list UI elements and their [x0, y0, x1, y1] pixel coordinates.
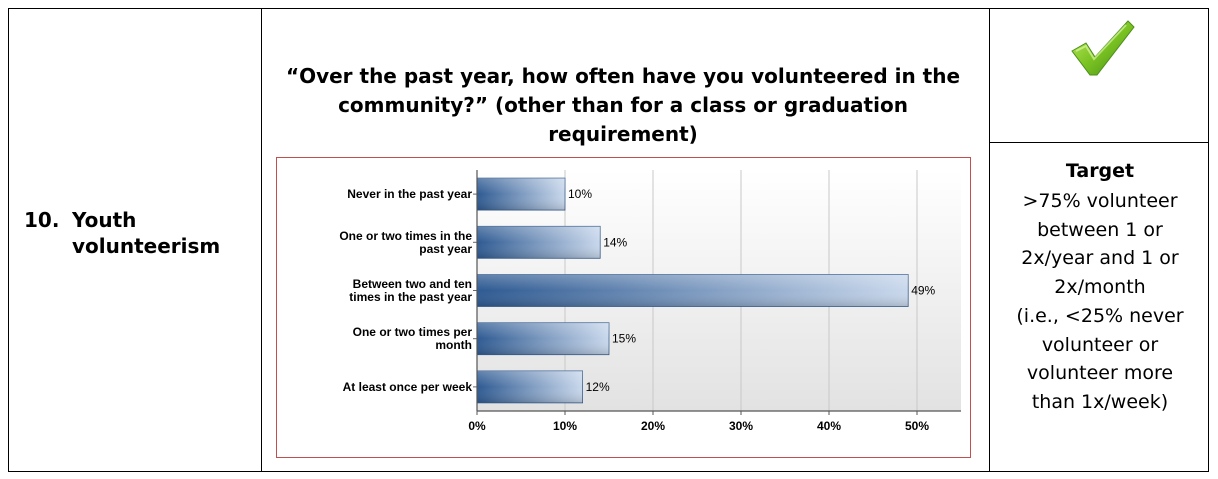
data-label: 14%: [603, 235, 627, 249]
data-label: 12%: [586, 380, 610, 394]
bar-chart: 10% Never in the past year 14% One or two t…: [276, 157, 971, 458]
target-line: between 1 or: [1037, 218, 1163, 241]
category-label: month: [435, 338, 472, 352]
column-divider-2: [989, 9, 990, 471]
category-label: One or two times per: [353, 325, 473, 339]
category-label: At least once per week: [343, 380, 473, 394]
bar-chart-svg: 10% Never in the past year 14% One or two t…: [339, 170, 961, 433]
x-tick-label: 0%: [468, 419, 486, 433]
bar-shine: [477, 178, 565, 211]
checkmark-icon: [1068, 17, 1138, 77]
target-title: Target: [1065, 160, 1135, 182]
x-tick-label: 50%: [905, 419, 929, 433]
target-line: 2x/year and 1 or: [1021, 247, 1179, 270]
row-divider: [989, 142, 1208, 143]
target-description: >75% volunteer between 1 or 2x/year and …: [989, 187, 1211, 417]
x-tick-label: 30%: [729, 419, 753, 433]
target-line: volunteer more: [1026, 362, 1174, 385]
category-label: Between two and ten: [353, 277, 472, 291]
target-line: volunteer or: [1041, 333, 1159, 356]
target-line: (i.e., <25% never: [1016, 304, 1184, 327]
bar-shine: [477, 226, 601, 259]
x-tick-label: 40%: [817, 419, 841, 433]
bar-shine: [477, 370, 583, 403]
category-label: Never in the past year: [347, 187, 472, 201]
bar-shine: [477, 322, 609, 355]
target-line: >75% volunteer: [1022, 190, 1178, 212]
category-label: times in the past year: [349, 290, 472, 304]
x-tick-label: 20%: [641, 419, 665, 433]
target-line: 2x/month: [1054, 276, 1146, 299]
category-label: One or two times in the: [339, 229, 472, 243]
data-label: 10%: [568, 187, 592, 201]
data-label: 15%: [612, 332, 636, 346]
column-divider-1: [261, 9, 262, 471]
category-label: past year: [419, 242, 472, 256]
bar-shine: [477, 274, 909, 307]
row-number: 10.: [24, 208, 60, 232]
target-line: than 1x/week): [1031, 390, 1169, 413]
x-tick-label: 10%: [553, 419, 577, 433]
data-label: 49%: [911, 284, 935, 298]
survey-question: “Over the past year, how often have you …: [285, 64, 961, 146]
table-frame: [8, 8, 1209, 472]
row-title: Youth volunteerism: [72, 208, 221, 258]
